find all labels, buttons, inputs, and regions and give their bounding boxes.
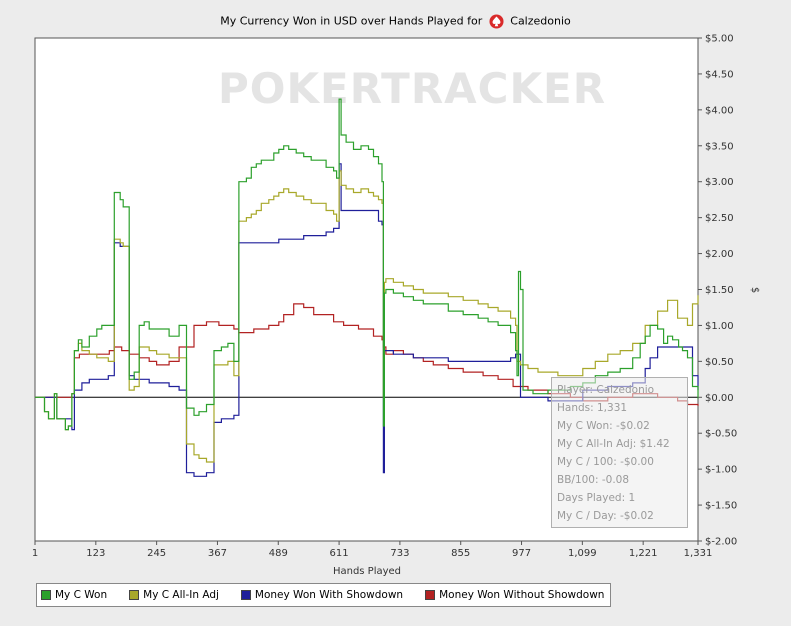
- x-tick-label: 855: [451, 548, 470, 559]
- legend-label: My C Won: [55, 589, 108, 601]
- y-axis-label: $: [749, 287, 760, 293]
- y-tick-label: $0.00: [705, 393, 734, 404]
- x-tick-label: 1,221: [629, 548, 658, 559]
- x-tick-label: 245: [147, 548, 166, 559]
- y-tick-label: $-0.50: [705, 429, 737, 440]
- legend-label: My C All-In Adj: [143, 589, 219, 601]
- y-tick-label: $4.50: [705, 69, 734, 80]
- series-line-3: [35, 303, 699, 406]
- x-tick-label: 611: [330, 548, 349, 559]
- y-tick-label: $2.50: [705, 213, 734, 224]
- legend-label: Money Won Without Showdown: [439, 589, 605, 601]
- pokerstars-spade-icon: [489, 14, 504, 29]
- stats-tooltip: Player: Calzedonio Hands: 1,331 My C Won: …: [551, 377, 688, 528]
- y-tick-label: $-1.00: [705, 465, 737, 476]
- chart-title-prefix: My Currency Won in USD over Hands Played…: [220, 14, 483, 28]
- legend-item-2[interactable]: Money Won With Showdown: [240, 589, 404, 601]
- x-tick-label: 1,099: [568, 548, 597, 559]
- tooltip-line: Days Played: 1: [557, 492, 636, 504]
- x-tick-label: 489: [269, 548, 288, 559]
- tooltip-line: BB/100: -0.08: [557, 474, 630, 486]
- x-axis: 1 123 245 367 489 611 733 855 977 1,099 1,221 1,331: [32, 541, 713, 559]
- y-tick-label: $3.50: [705, 141, 734, 152]
- legend-label: Money Won With Showdown: [254, 589, 404, 601]
- y-tick-label: $3.00: [705, 177, 734, 188]
- tooltip-line: My C Won: -$0.02: [557, 420, 650, 432]
- y-tick-label: $2.00: [705, 249, 734, 260]
- y-axis: $-2.00 $-1.50 $-1.00 $-0.50 $0.00 $0.50 $1.00 $…: [698, 34, 737, 548]
- legend-item-3[interactable]: Money Won Without Showdown: [425, 589, 604, 601]
- x-axis-label: Hands Played: [333, 566, 401, 577]
- x-tick-label: 977: [512, 548, 531, 559]
- tooltip-line: Player: Calzedonio: [557, 384, 655, 396]
- y-tick-label: $4.00: [705, 105, 734, 116]
- chart-title-player: Calzedonio: [510, 14, 571, 28]
- x-tick-label: 123: [86, 548, 105, 559]
- legend-item-0[interactable]: My C Won: [41, 589, 107, 601]
- x-tick-label: 733: [390, 548, 409, 559]
- legend-swatch: [41, 590, 51, 600]
- legend-swatch: [425, 590, 436, 600]
- tooltip-line: My C / Day: -$0.02: [557, 510, 654, 522]
- y-tick-label: $1.00: [705, 321, 734, 332]
- x-tick-label: 367: [208, 548, 227, 559]
- legend-swatch: [240, 590, 251, 600]
- watermark: POKERTRACKER: [218, 64, 606, 113]
- tooltip-line: Hands: 1,331: [557, 402, 628, 414]
- y-tick-label: $1.50: [705, 285, 734, 296]
- chart-legend: My C Won My C All-In Adj Money Won With Sh…: [36, 583, 612, 607]
- legend-item-1[interactable]: My C All-In Adj: [129, 589, 219, 601]
- tooltip-line: My C All-In Adj: $1.42: [557, 438, 670, 450]
- x-tick-label: 1,331: [684, 548, 713, 559]
- y-tick-label: $0.50: [705, 357, 734, 368]
- tooltip-line: My C / 100: -$0.00: [557, 456, 654, 468]
- chart-title: My Currency Won in USD over Hands Played…: [0, 14, 791, 29]
- x-tick-label: 1: [32, 548, 38, 559]
- y-tick-label: $5.00: [705, 34, 734, 45]
- legend-swatch: [129, 590, 140, 600]
- y-tick-label: $-1.50: [705, 501, 737, 512]
- y-tick-label: $-2.00: [705, 537, 737, 548]
